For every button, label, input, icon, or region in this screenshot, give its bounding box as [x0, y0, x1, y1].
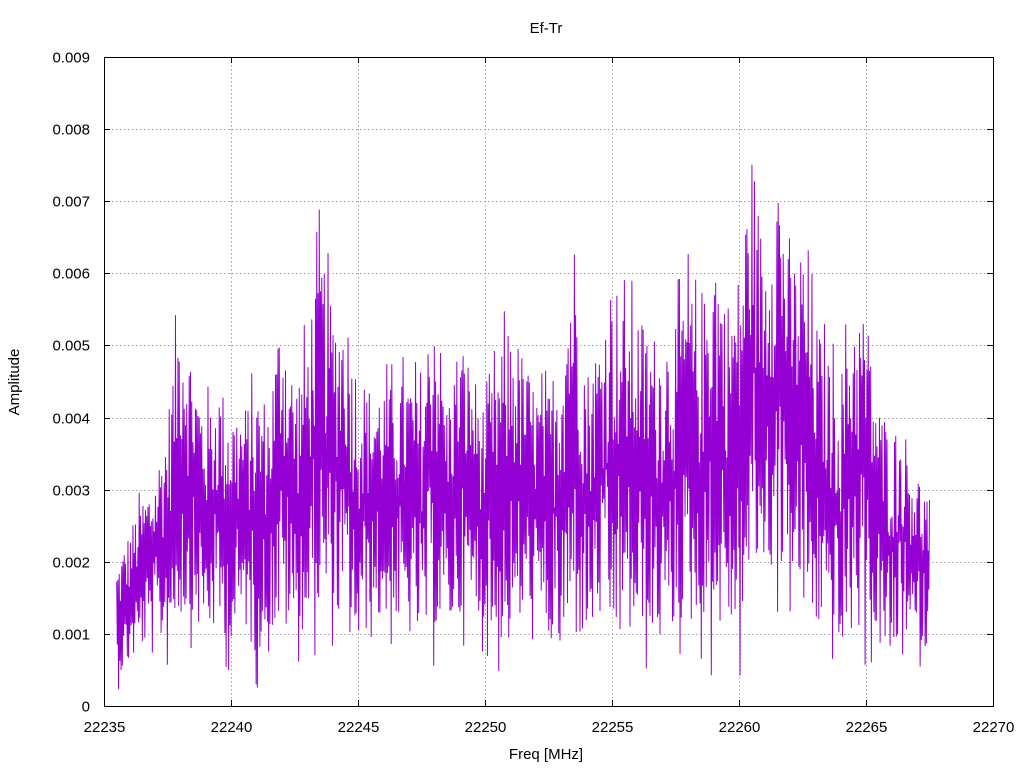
y-tick-label: 0: [82, 699, 90, 716]
x-tick-label: 22260: [719, 719, 761, 736]
series-line-amplitude: [116, 164, 930, 690]
y-tick-labels: 0 0.001 0.002 0.003 0.004 0.005 0.006 0.007 0.00…: [52, 50, 90, 716]
plot-frame: [104, 57, 994, 707]
x-tick-label: 22265: [846, 719, 888, 736]
x-axis-label: Freq [MHz]: [509, 746, 583, 763]
y-tick-label: 0.001: [52, 627, 90, 644]
x-tick-label: 22250: [465, 719, 507, 736]
y-tick-label: 0.007: [52, 194, 90, 211]
x-tick-label: 22270: [973, 719, 1015, 736]
chart-title: Ef-Tr: [530, 20, 563, 37]
y-tick-label: 0.008: [52, 122, 90, 139]
x-tick-label: 22255: [592, 719, 634, 736]
y-tick-label: 0.002: [52, 555, 90, 572]
y-tick-label: 0.006: [52, 266, 90, 283]
x-tick-label: 22245: [338, 719, 380, 736]
y-tick-label: 0.003: [52, 483, 90, 500]
x-tick-label: 22235: [84, 719, 126, 736]
y-axis-label: Amplitude: [6, 349, 23, 416]
y-tick-label: 0.004: [52, 411, 90, 428]
axis-ticks: [104, 57, 994, 707]
y-tick-label: 0.005: [52, 338, 90, 355]
x-tick-label: 22240: [211, 719, 253, 736]
x-tick-labels: 22235 22240 22245 22250 22255 22260 22265 22270: [84, 719, 1015, 736]
y-tick-label: 0.009: [52, 50, 90, 67]
